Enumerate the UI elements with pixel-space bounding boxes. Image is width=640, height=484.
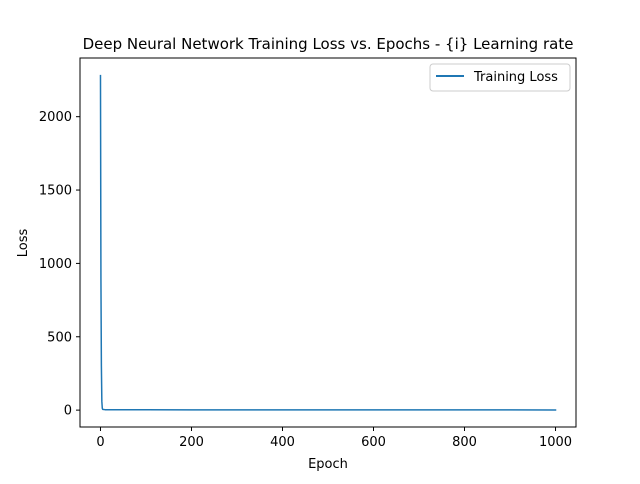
chart-title: Deep Neural Network Training Loss vs. Ep…: [83, 35, 574, 53]
x-axis-label: Epoch: [308, 457, 348, 472]
legend: Training Loss: [429, 63, 571, 92]
legend-box: [429, 63, 571, 92]
legend-label-training-loss: Training Loss: [473, 70, 558, 85]
y-tick-label: 2000: [39, 110, 72, 125]
x-axis-ticks: 0 200 400 600 800 1000: [96, 427, 572, 450]
y-tick-label: 1000: [39, 257, 72, 272]
x-tick-label: 0: [96, 435, 104, 450]
training-loss-series-line: [99, 74, 557, 411]
y-axis-label: Loss: [16, 229, 31, 258]
y-axis-ticks: 0 500 1000 1500 2000: [39, 110, 80, 419]
plot-frame: [79, 57, 577, 428]
y-tick-label: 0: [64, 404, 72, 419]
x-tick-label: 200: [179, 435, 204, 450]
x-tick-label: 400: [270, 435, 295, 450]
x-tick-label: 1000: [539, 435, 572, 450]
x-tick-label: 600: [361, 435, 386, 450]
x-tick-label: 800: [452, 435, 477, 450]
y-tick-label: 500: [47, 330, 72, 345]
plot-area: [79, 57, 577, 428]
y-tick-label: 1500: [39, 184, 72, 199]
